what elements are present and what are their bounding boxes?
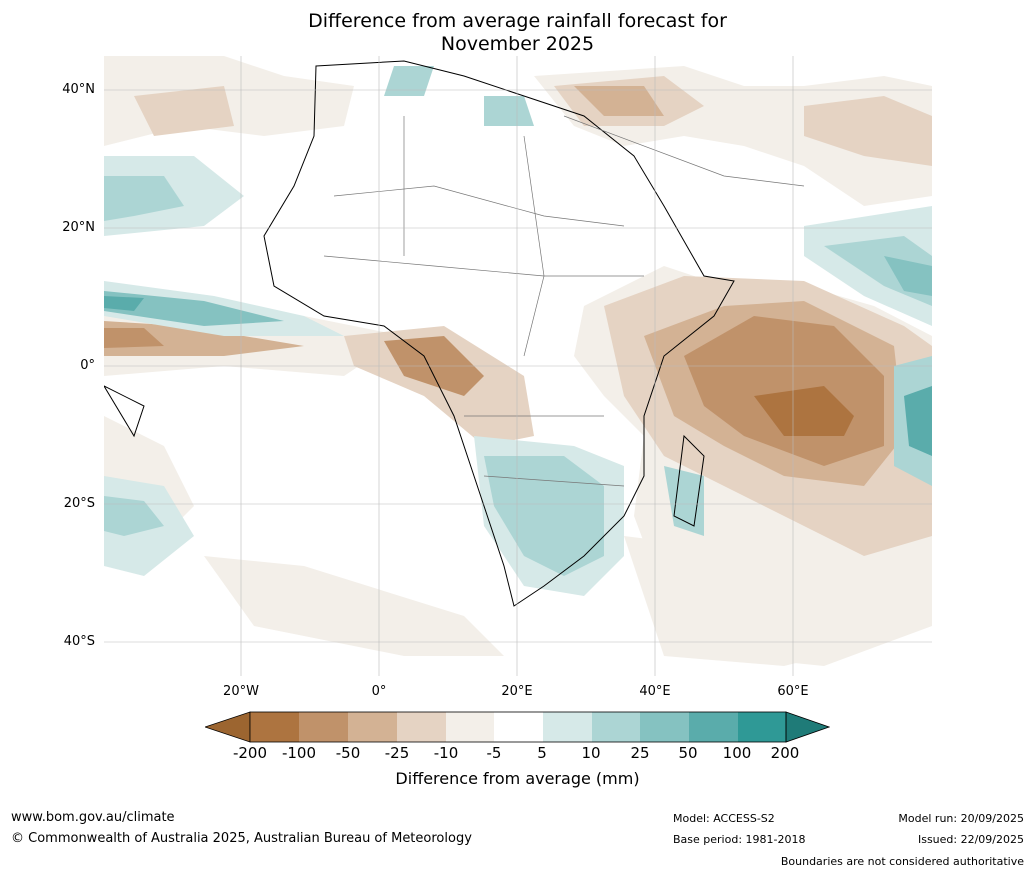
- lat-label-40n: 40°N: [62, 82, 95, 97]
- lon-label-20e: 20°E: [501, 684, 533, 699]
- lon-label-0: 0°: [371, 684, 387, 699]
- footer-disclaimer: Boundaries are not considered authoritat…: [780, 855, 1024, 868]
- title-line-1: Difference from average rainfall forecas…: [308, 10, 727, 32]
- legend-swatch-4: [397, 712, 446, 742]
- legend-swatch-2: [299, 712, 348, 742]
- title-line-2: November 2025: [440, 33, 595, 55]
- lon-label-60e: 60°E: [777, 684, 809, 699]
- legend-tick-6: 5: [537, 744, 547, 762]
- map-canvas: [104, 56, 932, 676]
- legend-swatch-9: [640, 712, 689, 742]
- footer-issued: Issued: 22/09/2025: [917, 833, 1024, 846]
- legend-tick-10: 100: [722, 744, 752, 762]
- coastlines: [104, 60, 735, 607]
- legend-swatch-1: [250, 712, 299, 742]
- legend-swatch-5: [446, 712, 494, 742]
- legend-swatch-12: [785, 711, 830, 743]
- footer-copyright: © Commonwealth of Australia 2025, Austra…: [11, 831, 472, 846]
- legend-tick-3: -25: [384, 744, 410, 762]
- rainfall-map: [104, 56, 932, 676]
- legend-swatch-7: [543, 712, 592, 742]
- gridlines: [104, 56, 932, 676]
- legend-tick-5: -5: [486, 744, 502, 762]
- legend-swatch-11: [738, 712, 786, 742]
- footer-website: www.bom.gov.au/climate: [11, 810, 175, 825]
- legend-tick-0: -200: [232, 744, 268, 762]
- legend-swatch-3: [348, 712, 397, 742]
- legend-tick-2: -50: [335, 744, 361, 762]
- country-borders: [323, 115, 805, 487]
- legend-colorbar: [205, 711, 830, 743]
- footer-model: Model: ACCESS-S2: [673, 812, 775, 825]
- lon-label-20w: 20°W: [223, 684, 259, 699]
- lat-label-20s: 20°S: [63, 496, 95, 511]
- lat-label-40s: 40°S: [63, 634, 95, 649]
- legend-swatch-0: [205, 711, 251, 743]
- footer-base-period: Base period: 1981-2018: [673, 833, 806, 846]
- legend-swatch-6: [494, 712, 543, 742]
- lat-label-20n: 20°N: [62, 220, 95, 235]
- legend-tick-8: 25: [630, 744, 650, 762]
- legend-tick-4: -10: [433, 744, 459, 762]
- wet-anomaly-areas: [104, 66, 932, 596]
- legend-tick-7: 10: [581, 744, 601, 762]
- footer-model-run: Model run: 20/09/2025: [898, 812, 1024, 825]
- legend-title: Difference from average (mm): [395, 769, 640, 788]
- legend-swatch-10: [689, 712, 738, 742]
- legend-tick-11: 200: [770, 744, 800, 762]
- map-title: Difference from average rainfall forecas…: [0, 10, 1035, 56]
- legend-swatch-8: [592, 712, 640, 742]
- legend-tick-9: 50: [678, 744, 698, 762]
- legend-tick-1: -100: [281, 744, 317, 762]
- lon-label-40e: 40°E: [639, 684, 671, 699]
- lat-label-0: 0°: [80, 358, 95, 373]
